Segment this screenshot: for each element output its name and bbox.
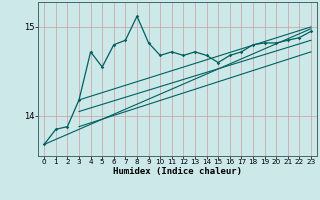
X-axis label: Humidex (Indice chaleur): Humidex (Indice chaleur) — [113, 167, 242, 176]
